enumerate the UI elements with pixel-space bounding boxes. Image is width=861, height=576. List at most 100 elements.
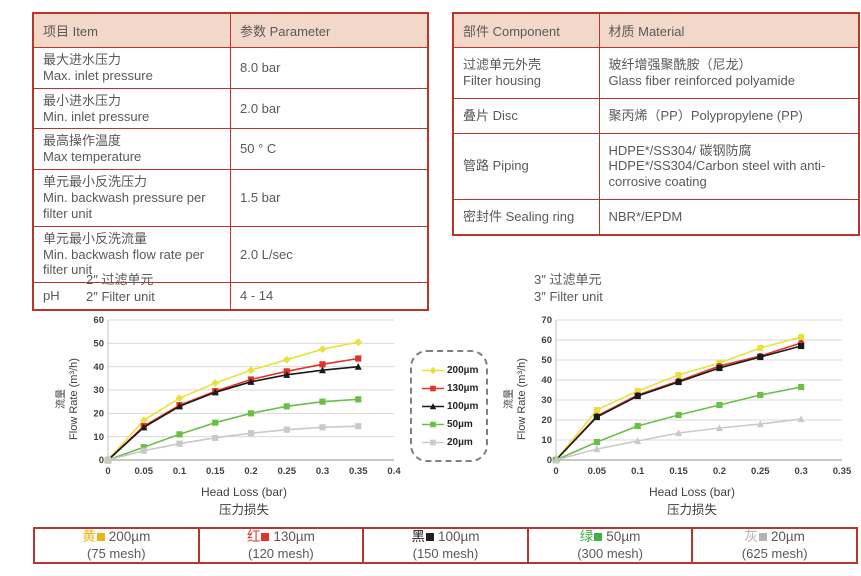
data-point-marker	[552, 456, 560, 463]
label-cell: 单元最小反洗压力 Min. backwash pressure per filte…	[32, 169, 231, 227]
data-point-marker	[757, 391, 764, 398]
data-point-marker	[634, 387, 641, 394]
data-point-marker	[429, 366, 437, 374]
cell-line: 1.5 bar	[240, 190, 281, 206]
label-cell: 最大进水压力 Max. inlet pressure	[32, 47, 231, 89]
data-point-marker	[675, 371, 682, 378]
data-point-marker	[283, 370, 291, 378]
data-point-marker	[140, 423, 148, 431]
mesh-legend-line1: 黑 100µm	[411, 529, 479, 546]
data-point-marker	[283, 403, 290, 410]
data-point-marker	[355, 396, 362, 403]
y-axis-label-3in: 流量 Flow Rate (m³/h)	[504, 314, 530, 484]
mesh-legend-cell-200µm: 黄 200µm (75 mesh)	[35, 529, 200, 562]
chart-row-2in: 流量 Flow Rate (m³/h) 0 10 20 30 40 50 60 0 0.05 0.…	[56, 314, 408, 484]
legend-marker-diamond-icon	[422, 366, 444, 374]
label-cell: 密封件 Sealing ring	[452, 199, 600, 236]
micron-label: 130µm	[273, 528, 315, 544]
x-tick-label: 0.15	[669, 466, 688, 477]
mesh-legend-line1: 黄 200µm	[82, 529, 150, 546]
chart-title-2in: 2″ 过滤单元 2″ Filter unit	[86, 272, 408, 306]
data-point-marker	[634, 392, 641, 399]
data-point-marker	[140, 443, 147, 451]
label-cell: 最高操作温度 Max temperature	[32, 128, 231, 171]
mesh-count-label: (120 mesh)	[248, 545, 314, 561]
data-point-marker	[283, 426, 290, 433]
legend-marker-square-icon	[422, 439, 444, 445]
legend-marker-triangle-icon	[422, 402, 444, 409]
data-point-marker	[319, 366, 326, 374]
x-tick-label: 0.4	[387, 466, 401, 477]
x-tick-label: 0.3	[795, 466, 808, 477]
cell-line: Filter housing	[463, 72, 542, 88]
data-point-marker	[247, 377, 255, 385]
label-cell: pH	[32, 282, 231, 311]
material-header-row: 部件 Component 材质 Material	[452, 12, 860, 48]
data-point-marker	[355, 355, 362, 362]
x-tick-label: 0.05	[135, 466, 154, 477]
x-axis-label-zh: 压力损失	[666, 502, 717, 517]
data-point-marker	[176, 431, 183, 438]
value-cell: 50 ° C	[230, 128, 429, 171]
color-name-label: 黄	[82, 528, 96, 544]
color-swatch-icon	[425, 533, 434, 542]
column-header: 部件 Component	[452, 12, 600, 48]
chart-title-2in-zh: 2″ 过滤单元	[86, 272, 154, 287]
cell-line: Max. inlet pressure	[43, 67, 153, 83]
data-point-marker	[318, 345, 327, 353]
mesh-legend-line1: 红 130µm	[247, 529, 315, 546]
data-point-marker	[798, 333, 805, 340]
data-point-marker	[212, 434, 219, 441]
data-point-marker	[176, 402, 183, 410]
color-name-label: 灰	[744, 528, 758, 544]
mesh-count-label: (150 mesh)	[412, 545, 479, 561]
data-point-marker	[319, 424, 326, 431]
cell-line: 8.0 bar	[240, 59, 281, 75]
data-point-marker	[247, 410, 255, 417]
x-tick-label: 0.15	[206, 466, 225, 477]
data-point-marker	[355, 422, 362, 430]
x-tick-label: 0.05	[588, 466, 607, 477]
data-point-marker	[212, 419, 219, 426]
x-axis-label-en: Head Loss (bar)	[648, 484, 736, 499]
legend-item-130µm: 130µm	[421, 379, 479, 397]
material-table: 部件 Component 材质 Material 过滤单元外壳 Filter hou…	[452, 12, 860, 237]
mesh-legend-line1: 绿 50µm	[580, 529, 641, 546]
mesh-legend-cell-100µm: 黑 100µm (150 mesh)	[364, 529, 529, 562]
legend-label: 100µm	[447, 400, 479, 412]
x-tick-label: 0.1	[631, 466, 645, 477]
series-line-20µm	[107, 425, 359, 461]
color-swatch-icon	[594, 533, 603, 542]
cell-line: 密封件 Sealing ring	[463, 209, 575, 225]
data-point-marker	[797, 415, 805, 422]
color-name-label: 红	[246, 528, 261, 544]
spec-table-row: pH 4 - 14	[32, 282, 429, 311]
mesh-legend-cell-130µm: 红 130µm (120 mesh)	[200, 529, 365, 562]
series-line-130µm	[107, 357, 359, 461]
data-point-marker	[634, 437, 642, 444]
cell-line: 最高操作温度	[43, 133, 122, 149]
data-point-marker	[798, 383, 805, 390]
color-swatch-icon	[96, 533, 105, 542]
material-table-head: 部件 Component 材质 Material	[452, 12, 860, 48]
data-point-marker	[430, 439, 436, 445]
legend-label: 50µm	[447, 418, 473, 430]
spec-header-row: 项目 Item 参数 Parameter	[32, 12, 429, 48]
legend-label: 130µm	[447, 382, 479, 394]
y-axis-label-en: Flow Rate (m³/h)	[67, 357, 80, 440]
y-axis-label-en: Flow Rate (m³/h)	[515, 357, 528, 440]
color-swatch-icon	[758, 533, 767, 542]
legend-marker-square-icon	[422, 421, 444, 427]
data-point-marker	[430, 421, 436, 427]
cell-line: Max temperature	[43, 149, 142, 165]
x-tick-label: 0	[105, 466, 110, 477]
data-point-marker	[211, 378, 220, 387]
mesh-legend-cell-50µm: 绿 50µm (300 mesh)	[529, 529, 694, 562]
chart-title-3in-en: 3″ Filter unit	[534, 288, 603, 304]
data-point-marker	[593, 445, 601, 452]
cell-line: 最大进水压力	[43, 52, 122, 67]
y-tick-label: 10	[541, 435, 552, 446]
value-cell: 8.0 bar	[230, 47, 429, 89]
material-table-row: 管路 Piping HDPE*/SS304/ 碳钢防腐 HDPE*/SS304/Ca…	[452, 132, 860, 201]
